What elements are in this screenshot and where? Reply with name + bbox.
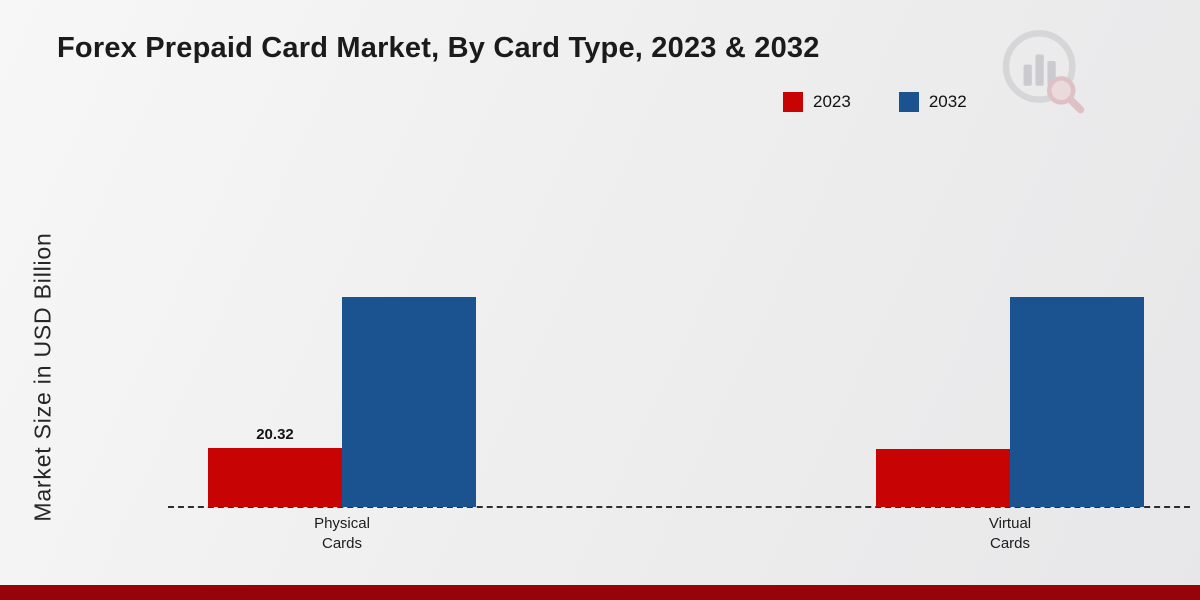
footer-accent-bar bbox=[0, 585, 1200, 600]
watermark-logo bbox=[995, 26, 1087, 118]
bar-2023-physical-cards bbox=[208, 448, 342, 507]
bar-2032-physical-cards bbox=[342, 297, 476, 507]
x-axis-baseline bbox=[168, 506, 1190, 508]
category-label-virtual-cards: Virtual Cards bbox=[988, 515, 1032, 553]
bar-2023-virtual-cards bbox=[876, 448, 1010, 507]
legend: 2023 2032 bbox=[783, 92, 967, 112]
category-label-physical-cards: Physical Cards bbox=[314, 515, 370, 553]
legend-label-2023: 2023 bbox=[813, 92, 851, 111]
bar-2032-virtual-cards bbox=[1010, 297, 1144, 507]
legend-item-2032: 2032 bbox=[898, 92, 967, 112]
value-label-2023-physical-cards: 20.32 bbox=[256, 426, 294, 444]
legend-swatch-2032 bbox=[898, 92, 919, 112]
y-axis-label: Market Size in USD Billion bbox=[29, 232, 56, 522]
legend-label-2032: 2032 bbox=[928, 92, 967, 111]
legend-item-2023: 2023 bbox=[783, 92, 851, 112]
chart-title: Forex Prepaid Card Market, By Card Type,… bbox=[57, 32, 820, 64]
legend-swatch-2023 bbox=[783, 92, 803, 112]
bar-chart-magnifier-icon bbox=[1002, 30, 1085, 114]
